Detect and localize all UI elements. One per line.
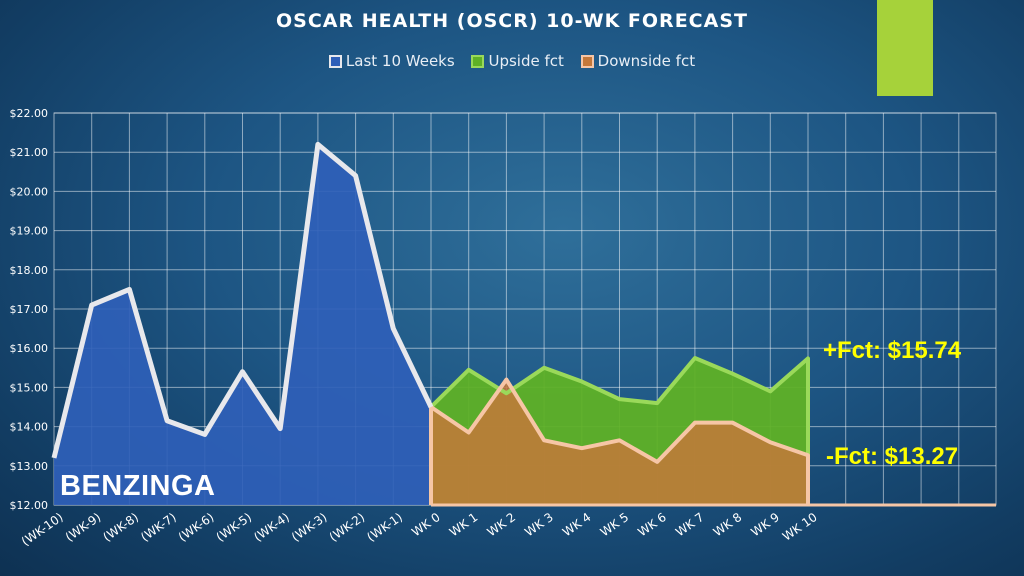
y-tick-label: $21.00 xyxy=(10,146,49,159)
legend-item-last[interactable]: Last 10 Weeks xyxy=(328,52,455,70)
data-point-series-2 xyxy=(429,405,433,409)
x-tick-label: (WK-10) xyxy=(19,510,66,549)
x-tick-label: WK 6 xyxy=(635,510,669,539)
data-point-series-0 xyxy=(241,370,245,374)
data-point-series-1 xyxy=(504,391,508,395)
data-point-series-0 xyxy=(391,327,395,331)
data-point-series-0 xyxy=(203,432,207,436)
upside-forecast-label: +Fct: $15.74 xyxy=(823,337,962,364)
legend-item-upside[interactable]: Upside fct xyxy=(471,52,564,70)
data-point-series-2 xyxy=(768,440,772,444)
data-point-series-1 xyxy=(693,356,697,360)
line-downside-fct xyxy=(429,377,810,505)
data-point-series-0 xyxy=(165,419,169,423)
x-tick-label: (WK-5) xyxy=(214,510,255,544)
y-tick-label: $15.00 xyxy=(10,381,49,394)
legend: Last 10 Weeks Upside fct Downside fct xyxy=(0,52,1024,70)
benzinga-logo: BENZINGA xyxy=(60,470,216,502)
y-tick-label: $16.00 xyxy=(10,342,49,355)
x-tick-label: (WK-3) xyxy=(289,510,330,544)
x-tick-label: WK 0 xyxy=(409,510,443,539)
line-last-10-weeks xyxy=(51,141,434,459)
x-tick-label: (WK-6) xyxy=(176,510,217,544)
y-tick-label: $13.00 xyxy=(10,460,49,473)
data-point-series-1 xyxy=(768,389,772,393)
downside-forecast-label: -Fct: $13.27 xyxy=(826,443,959,470)
data-point-series-2 xyxy=(693,421,697,425)
x-tick-label: WK 2 xyxy=(485,510,519,539)
data-point-series-1 xyxy=(542,366,546,370)
data-point-series-0 xyxy=(127,287,131,291)
y-tick-label: $22.00 xyxy=(10,107,49,120)
data-point-series-0 xyxy=(316,142,320,146)
y-tick-label: $14.00 xyxy=(10,421,49,434)
x-tick-label: (WK-9) xyxy=(63,510,104,544)
y-tick-label: $17.00 xyxy=(10,303,49,316)
data-point-series-2 xyxy=(806,453,810,457)
x-tick-label: WK 9 xyxy=(748,510,782,539)
data-point-series-2 xyxy=(580,446,584,450)
x-tick-label: WK 10 xyxy=(780,510,820,544)
legend-swatch-downside xyxy=(580,55,594,68)
data-point-series-1 xyxy=(618,397,622,401)
x-tick-label: WK 5 xyxy=(598,510,632,539)
y-tick-label: $18.00 xyxy=(10,264,49,277)
area-last-10-weeks xyxy=(54,144,431,506)
x-tick-label: WK 4 xyxy=(560,510,594,539)
x-tick-label: (WK-4) xyxy=(251,510,292,544)
x-tick-label: WK 1 xyxy=(447,510,481,539)
y-tick-label: $12.00 xyxy=(10,499,49,512)
data-point-series-0 xyxy=(52,456,56,460)
x-tick-label: WK 8 xyxy=(711,510,745,539)
accent-box xyxy=(877,0,933,96)
y-tick-label: $20.00 xyxy=(10,185,49,198)
data-point-series-0 xyxy=(354,174,358,178)
data-point-series-0 xyxy=(90,303,94,307)
x-tick-label: (WK-2) xyxy=(327,510,368,544)
data-point-series-1 xyxy=(731,372,735,376)
legend-label-downside: Downside fct xyxy=(597,52,696,70)
x-tick-label: (WK-1) xyxy=(364,510,405,544)
legend-label-last: Last 10 Weeks xyxy=(345,52,455,70)
data-point-series-2 xyxy=(655,460,659,464)
x-tick-label: (WK-8) xyxy=(100,510,141,544)
line-upside-fct xyxy=(429,356,810,505)
chart-title: OSCAR HEALTH (OSCR) 10-WK FORECAST xyxy=(276,10,748,32)
data-point-series-2 xyxy=(731,421,735,425)
x-tick-label: WK 3 xyxy=(522,510,556,539)
legend-swatch-last xyxy=(328,55,342,68)
data-point-series-1 xyxy=(655,401,659,405)
data-point-series-2 xyxy=(542,438,546,442)
data-point-series-1 xyxy=(580,380,584,384)
data-point-series-2 xyxy=(504,378,508,382)
x-tick-label: WK 7 xyxy=(673,510,707,539)
data-point-series-2 xyxy=(618,438,622,442)
data-point-series-0 xyxy=(278,427,282,431)
data-point-series-1 xyxy=(467,368,471,372)
data-point-series-1 xyxy=(806,356,810,360)
legend-item-downside[interactable]: Downside fct xyxy=(580,52,696,70)
data-point-series-2 xyxy=(467,430,471,434)
legend-label-upside: Upside fct xyxy=(488,52,564,70)
y-tick-label: $19.00 xyxy=(10,225,49,238)
x-tick-label: (WK-7) xyxy=(138,510,179,544)
legend-swatch-upside xyxy=(471,55,485,68)
